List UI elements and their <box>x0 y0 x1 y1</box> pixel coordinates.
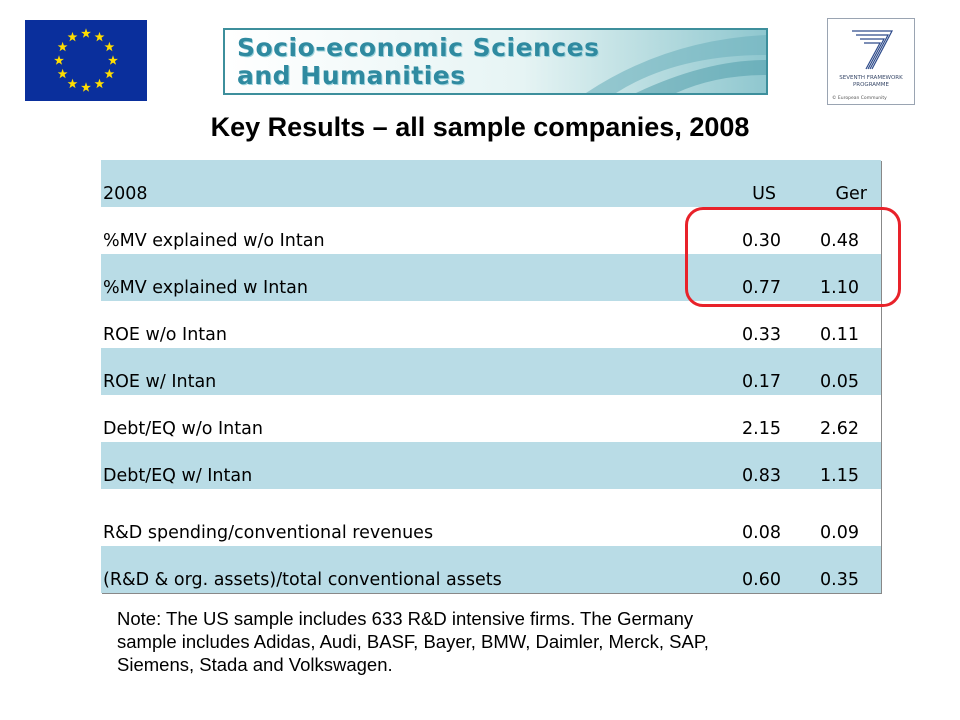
eu-star-icon <box>67 78 78 89</box>
table-row: Debt/EQ w/ Intan 0.83 1.15 <box>101 442 881 489</box>
table-row: R&D spending/conventional revenues 0.08 … <box>101 489 881 546</box>
eu-star-icon <box>104 68 115 79</box>
ger-value: 0.05 <box>820 372 859 392</box>
row-label: ROE w/ Intan <box>103 372 217 392</box>
us-value: 0.83 <box>742 466 781 486</box>
eu-star-icon <box>108 55 118 65</box>
eu-flag-logo <box>25 20 147 101</box>
fp7-copyright: © European Community <box>832 96 887 101</box>
us-value: 0.17 <box>742 372 781 392</box>
eu-flag-icon <box>54 28 118 92</box>
footnote-line: Note: The US sample includes 633 R&D int… <box>117 608 694 629</box>
eu-star-icon <box>81 28 91 38</box>
eu-star-icon <box>67 31 78 42</box>
ssh-programme-banner: Socio-economic Sciences and Humanities <box>223 28 768 95</box>
us-value: 0.30 <box>742 231 781 251</box>
ger-value: 0.11 <box>820 325 859 345</box>
banner-swoosh-graphic <box>586 35 766 93</box>
table-row: %MV explained w Intan 0.77 1.10 <box>101 254 881 301</box>
footnote-line: sample includes Adidas, Audi, BASF, Baye… <box>117 631 709 652</box>
ger-value: 1.10 <box>820 278 859 298</box>
us-value: 0.77 <box>742 278 781 298</box>
us-value: 0.08 <box>742 523 781 543</box>
ger-value: 0.35 <box>820 570 859 590</box>
fp7-seven-icon <box>852 30 893 70</box>
row-label: %MV explained w Intan <box>103 278 308 298</box>
fp7-caption-line1: SEVENTH FRAMEWORK <box>839 75 903 81</box>
header-year: 2008 <box>103 184 148 204</box>
row-label: Debt/EQ w/o Intan <box>103 419 263 439</box>
ger-value: 0.48 <box>820 231 859 251</box>
table-row: ROE w/o Intan 0.33 0.11 <box>101 301 881 348</box>
us-value: 0.60 <box>742 570 781 590</box>
eu-star-icon <box>94 78 105 89</box>
banner-text-line2: and Humanities <box>237 61 466 90</box>
eu-star-icon <box>94 31 105 42</box>
eu-star-icon <box>104 41 115 52</box>
us-value: 0.33 <box>742 325 781 345</box>
row-label: ROE w/o Intan <box>103 325 227 345</box>
table-row: Debt/EQ w/o Intan 2.15 2.62 <box>101 395 881 442</box>
header-ger: Ger <box>835 184 867 204</box>
table-row: (R&D & org. assets)/total conventional a… <box>101 546 881 593</box>
ger-value: 0.09 <box>820 523 859 543</box>
ger-value: 1.15 <box>820 466 859 486</box>
ger-value: 2.62 <box>820 419 859 439</box>
eu-star-icon <box>81 82 91 92</box>
table-row: %MV explained w/o Intan 0.30 0.48 <box>101 207 881 254</box>
fp7-logo: SEVENTH FRAMEWORK PROGRAMME © European C… <box>827 18 915 105</box>
header-us: US <box>752 184 776 204</box>
banner-text-line1: Socio-economic Sciences <box>237 33 600 62</box>
banner-text: Socio-economic Sciences and Humanities <box>237 34 600 90</box>
results-table: 2008 US Ger %MV explained w/o Intan 0.30… <box>101 160 881 593</box>
fp7-caption-line2: PROGRAMME <box>852 82 890 88</box>
highlight-oval <box>685 207 901 307</box>
footnote: Note: The US sample includes 633 R&D int… <box>117 607 907 676</box>
row-label: %MV explained w/o Intan <box>103 231 325 251</box>
fp7-caption: SEVENTH FRAMEWORK PROGRAMME <box>828 75 914 89</box>
us-value: 2.15 <box>742 419 781 439</box>
row-label: R&D spending/conventional revenues <box>103 523 434 543</box>
slide-title: Key Results – all sample companies, 2008 <box>210 112 750 142</box>
footnote-line: Siemens, Stada and Volkswagen. <box>117 654 393 675</box>
eu-star-icon <box>57 68 68 79</box>
row-label: Debt/EQ w/ Intan <box>103 466 253 486</box>
row-label: (R&D & org. assets)/total conventional a… <box>103 570 502 590</box>
eu-star-icon <box>57 41 68 52</box>
table-row: ROE w/ Intan 0.17 0.05 <box>101 348 881 395</box>
eu-star-icon <box>54 55 64 65</box>
table-header-row: 2008 US Ger <box>101 160 881 207</box>
